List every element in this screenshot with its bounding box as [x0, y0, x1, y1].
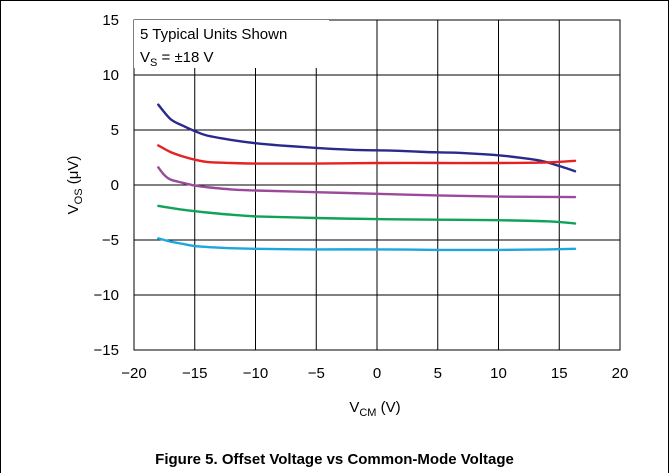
x-tick-label: −5 — [308, 365, 325, 382]
x-tick-label: −20 — [121, 365, 146, 382]
series-line-5 — [157, 237, 577, 252]
y-axis-label: VOS (μV) — [65, 156, 85, 215]
y-tick-label: 5 — [111, 122, 119, 139]
y-tick-labels: 15 10 5 0 −5 −10 −15 — [94, 12, 119, 359]
x-tick-labels: −20 −15 −10 −5 0 5 10 15 20 — [121, 365, 628, 382]
x-axis-label: VCM (V) — [349, 399, 400, 419]
annotation-line1: 5 Typical Units Shown — [140, 26, 287, 43]
y-tick-label: 0 — [111, 177, 119, 194]
x-tick-label: −15 — [182, 365, 207, 382]
x-tick-label: 5 — [434, 365, 442, 382]
y-tick-label: 15 — [102, 12, 119, 29]
annotation-line2: VS = ±18 V — [140, 49, 214, 69]
y-tick-label: 10 — [102, 67, 119, 84]
x-tick-label: 15 — [551, 365, 568, 382]
plot-area — [133, 19, 621, 351]
y-tick-label: −5 — [102, 232, 119, 249]
grid — [133, 19, 621, 351]
x-tick-label: −10 — [243, 365, 268, 382]
x-tick-label: 20 — [612, 365, 629, 382]
series-line-1 — [157, 103, 577, 173]
annotation-box — [134, 20, 329, 68]
y-tick-label: −10 — [94, 287, 119, 304]
series-line-3 — [157, 166, 577, 199]
y-tick-label: −15 — [94, 342, 119, 359]
series-line-2 — [157, 144, 577, 165]
x-tick-label: 10 — [490, 365, 507, 382]
x-tick-label: 0 — [373, 365, 381, 382]
series-line-4 — [157, 204, 577, 225]
series-group — [157, 103, 577, 252]
figure-caption: Figure 5. Offset Voltage vs Common-Mode … — [155, 451, 514, 468]
